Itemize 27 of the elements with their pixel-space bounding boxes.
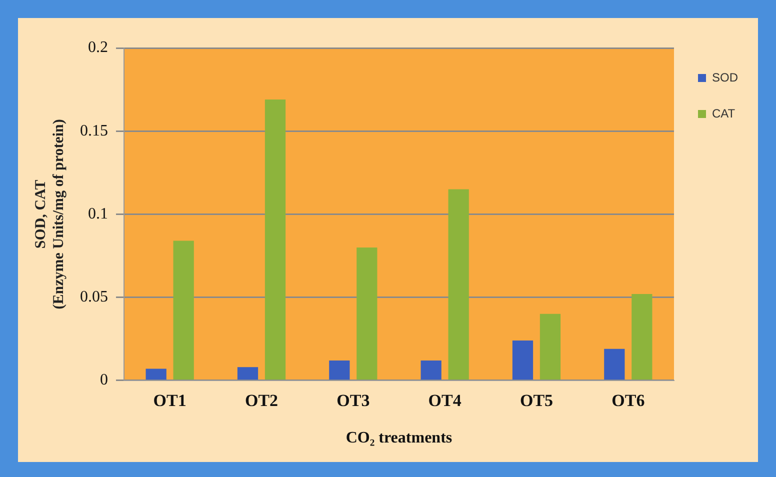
legend-label: SOD xyxy=(712,70,738,84)
bar xyxy=(448,189,469,380)
y-tick-label: 0.2 xyxy=(88,39,108,56)
bar xyxy=(420,360,442,380)
x-tick-label: OT5 xyxy=(520,390,554,410)
x-tick-label: OT4 xyxy=(428,390,462,410)
legend-label: CAT xyxy=(712,106,736,120)
y-tick-label: 0.1 xyxy=(88,205,108,222)
bar xyxy=(146,368,166,380)
bar xyxy=(173,240,194,380)
y-tick-label: 0.15 xyxy=(80,122,108,140)
y-tick-label: 0.05 xyxy=(80,288,108,306)
y-axis-title: SOD, CAT (Enzyme Units/mg of protein) xyxy=(32,119,67,310)
bar xyxy=(356,247,378,380)
x-axis-title: CO₂ treatments xyxy=(346,430,452,447)
x-tick-label: OT1 xyxy=(153,390,186,410)
bar xyxy=(264,100,286,380)
bar xyxy=(512,340,534,380)
bar xyxy=(237,367,258,380)
y-tick-label: 0 xyxy=(100,372,108,389)
x-tick-label: OT2 xyxy=(244,390,278,410)
bar xyxy=(632,294,652,380)
bar xyxy=(604,348,625,380)
x-tick-label: OT3 xyxy=(336,390,370,410)
bar xyxy=(329,360,350,380)
bar xyxy=(540,314,561,380)
x-tick-label: OT6 xyxy=(612,390,645,410)
